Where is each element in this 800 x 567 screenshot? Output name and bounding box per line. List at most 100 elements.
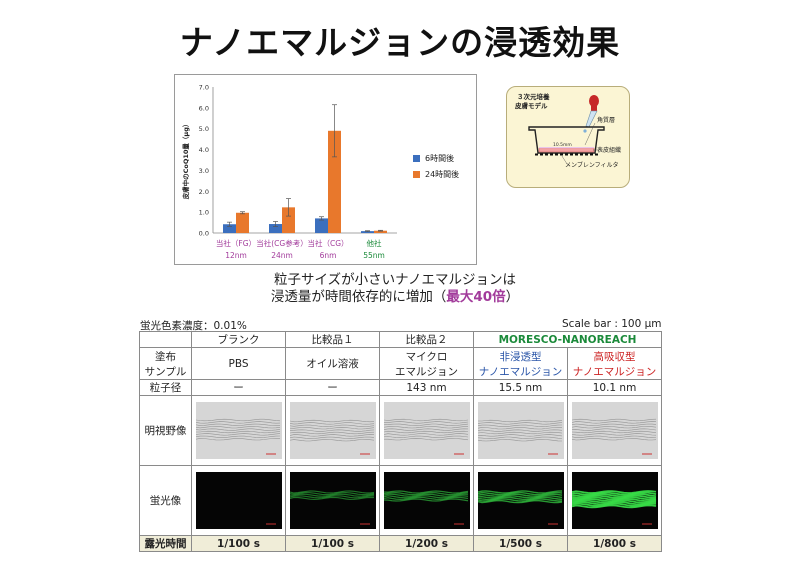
header-blank: ブランク (191, 331, 286, 348)
fluorescence-image (383, 472, 470, 529)
exposure-value: 1/500 s (473, 535, 568, 552)
tissue-layer (571, 426, 656, 429)
fluorescence-image (571, 472, 658, 529)
bar-chart: 0.0 1.0 2.0 3.0 4.0 5.0 6.0 7.0 皮膚中のCoQ10量（μg） 当社… (174, 74, 477, 265)
y-tick-label: 3.0 (199, 167, 209, 175)
dye-concentration-note: 蛍光色素濃度：0.01% (140, 320, 247, 332)
tissue-layer (477, 436, 562, 439)
result-caption: 粒子サイズが小さいナノエマルジョンは 浸透量が時間依存的に増加（最大40倍） (180, 272, 610, 306)
fluorescence-layer (383, 490, 468, 494)
microscopy-svg (571, 490, 656, 525)
fluorescence-layer (383, 495, 468, 499)
legend-label: 6時間後 (425, 153, 454, 163)
fluorescence-layer (571, 494, 656, 499)
brightfield-image (383, 402, 470, 459)
fluorescence-cell (285, 465, 380, 536)
fluorescence-layer (477, 498, 562, 502)
fluorescence-layer (571, 504, 656, 509)
bar (374, 230, 387, 233)
header-row: ブランク 比較品１ 比較品２ MORESCO-NANOREACH (139, 331, 663, 348)
tissue-layer (383, 426, 468, 429)
microscopy-svg (383, 418, 468, 455)
tissue-layer (289, 434, 374, 437)
y-axis-label: 皮膚中のCoQ10量（μg） (181, 121, 190, 200)
coating-label-line-1: 塗布 (155, 350, 176, 363)
fluorescence-layer (477, 493, 562, 497)
fluorescence-layer (477, 491, 562, 496)
particle-size-label: 粒子径 (139, 379, 192, 396)
legend-swatch (413, 171, 420, 178)
tissue-layer (477, 422, 562, 425)
x-tick-label: 12nm (225, 251, 247, 260)
y-tick-label: 6.0 (199, 104, 209, 112)
fluorescence-cell (191, 465, 286, 536)
x-tick-label: 他社 (367, 238, 382, 248)
fluorescence-layer (383, 493, 468, 497)
tissue-layer (383, 428, 468, 431)
tissue-layer (195, 430, 280, 434)
brightfield-cell (379, 395, 474, 466)
caption-line-2-post: ） (505, 289, 520, 305)
fluorescence-layer (289, 493, 374, 497)
microscopy-svg (477, 490, 562, 525)
fluorescence-layer (383, 491, 468, 496)
brightfield-cell (566, 395, 663, 466)
skin-model-svg: ３次元培養 皮膚モデル 10.5mm 角質層 表皮組織 メンブレンフィルタ (515, 92, 621, 169)
tissue-layer (477, 427, 562, 430)
fluorescence-layer (477, 499, 562, 504)
fluorescence-layer (477, 490, 562, 494)
tissue-layer (195, 433, 280, 436)
particle-size-value: 10.1 nm (566, 379, 663, 396)
tissue-layer (477, 429, 562, 432)
tissue-layer (477, 431, 562, 435)
diagram-stratum-label: 角質層 (597, 116, 615, 124)
chart-svg: 0.0 1.0 2.0 3.0 4.0 5.0 6.0 7.0 皮膚中のCoQ10量（μg） 当社… (181, 84, 459, 261)
bar (236, 212, 249, 233)
tissue-layer (289, 439, 374, 442)
culture-insert (528, 126, 605, 154)
fluorescence-label: 蛍光像 (139, 465, 192, 536)
bar (223, 224, 236, 233)
tissue-layer (571, 430, 656, 434)
coating-value: オイル溶液 (306, 358, 359, 370)
header-comparison-2: 比較品２ (379, 331, 474, 348)
dropper-icon (583, 95, 599, 133)
tissue-layer (289, 419, 374, 423)
bar (315, 218, 328, 233)
y-tick-label: 4.0 (199, 146, 209, 154)
microscopy-svg (477, 419, 562, 455)
diagram-title-1: ３次元培養 (517, 92, 550, 101)
coating-row: 塗布 サンプル PBS オイル溶液 マイクロ エマルジョン 非浸透型 ナノエマル… (139, 347, 663, 380)
microscopy-svg (195, 418, 280, 455)
legend-label: 24時間後 (425, 169, 459, 179)
x-tick-label: 6nm (320, 251, 337, 260)
fluorescence-layer (571, 502, 656, 507)
microscopy-svg (289, 419, 374, 455)
scale-bar-note: Scale bar : 100 μm (562, 318, 662, 330)
x-tick-label: 当社（FG） (216, 238, 256, 248)
coating-value-line-1: マイクロ (405, 350, 448, 363)
fluorescence-cell (566, 465, 663, 536)
fluorescence-cell (379, 465, 474, 536)
tissue-layer (571, 435, 656, 438)
tissue-layer (195, 435, 280, 438)
diagram-size-label: 10.5mm (553, 142, 572, 148)
tissue-layer (571, 423, 656, 426)
fluorescence-image (195, 472, 282, 529)
exposure-label: 露光時間 (139, 535, 192, 552)
fluorescence-image (289, 472, 376, 529)
fluorescence-cell (473, 465, 568, 536)
fluorescence-layer (289, 492, 374, 496)
fluorescence-row: 蛍光像 (139, 465, 663, 536)
tissue-layer (571, 438, 656, 441)
tissue-layer (289, 429, 374, 432)
stratum-layer (539, 147, 594, 149)
coating-label-line-2: サンプル (144, 365, 187, 378)
diagram-epidermis-label: 表皮組織 (597, 146, 621, 154)
tissue-layer (383, 430, 468, 434)
y-tick-label: 5.0 (199, 125, 209, 133)
tissue-layer (477, 419, 562, 423)
brightfield-image (477, 402, 564, 459)
tissue-layer (289, 424, 374, 427)
tissue-layer (195, 426, 280, 429)
